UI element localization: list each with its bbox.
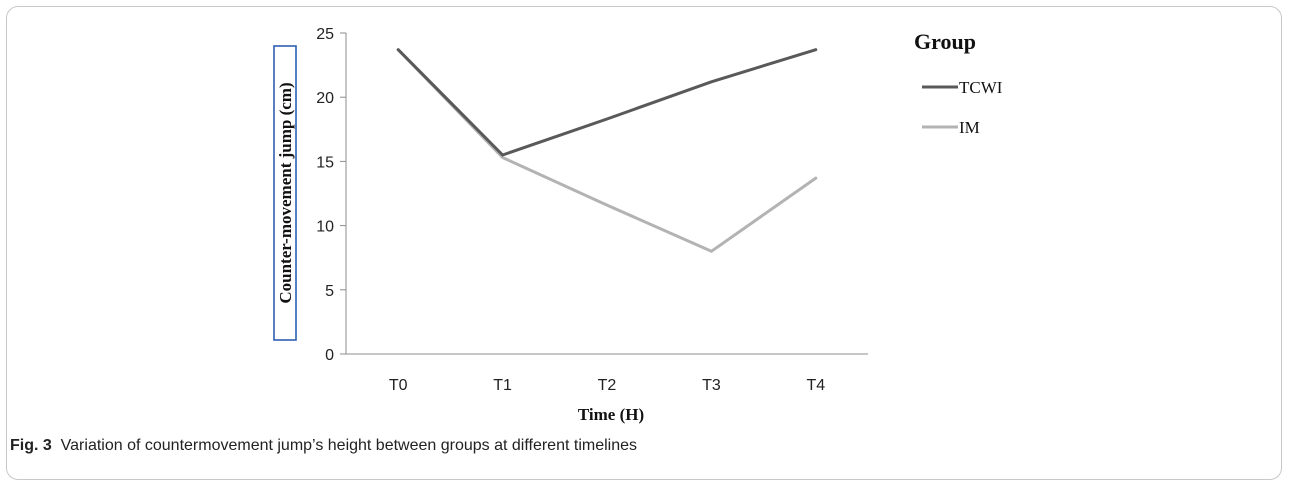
legend: Group TCWI IM — [914, 29, 1003, 137]
series-line-tcwi — [396, 48, 818, 157]
line-chart: 0 5 10 15 20 25 T0 T1 T2 T3 T4 Counter-movement j… — [273, 26, 1003, 424]
y-tick-label: 10 — [316, 219, 334, 236]
y-tick-label: 25 — [316, 26, 334, 43]
y-axis-title-box — [273, 45, 297, 341]
x-tick-label: T1 — [493, 377, 512, 394]
caption-text: Variation of countermovement jump’s heig… — [60, 437, 637, 454]
legend-label-tcwi: TCWI — [959, 78, 1003, 97]
x-tick-label: T4 — [806, 377, 825, 394]
y-tick-label: 15 — [316, 154, 334, 171]
series-layer — [396, 48, 818, 253]
series-line-im — [396, 48, 818, 253]
legend-label-im: IM — [959, 118, 980, 137]
x-tick-label: T2 — [598, 377, 617, 394]
legend-title: Group — [914, 29, 976, 54]
y-tick-label: 20 — [316, 90, 334, 107]
figure-caption: Fig. 3 Variation of countermovement jump… — [10, 437, 637, 455]
caption-label: Fig. 3 — [10, 437, 52, 454]
x-tick-label: T0 — [389, 377, 408, 394]
y-tick-label: 5 — [325, 283, 334, 300]
y-axis-title: Counter-movement jump (cm) — [276, 82, 295, 303]
x-tick-label: T3 — [702, 377, 721, 394]
x-axis: T0 T1 T2 T3 T4 — [346, 353, 868, 394]
y-axis: 0 5 10 15 20 25 — [316, 26, 347, 364]
y-tick-label: 0 — [325, 347, 334, 364]
x-axis-title: Time (H) — [578, 405, 644, 424]
